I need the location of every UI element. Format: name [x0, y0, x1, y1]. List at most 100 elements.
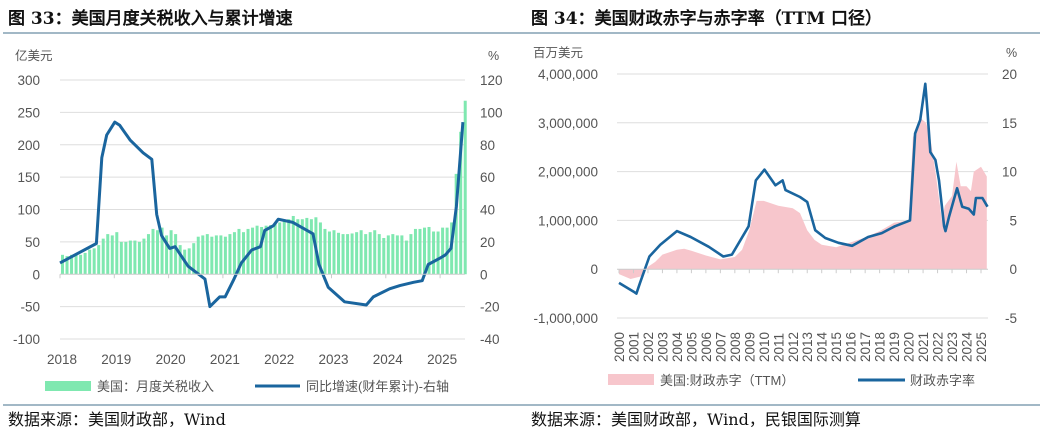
bar — [382, 237, 386, 275]
y-tick-left: -100 — [13, 332, 40, 347]
left-axis-unit: 百万美元 — [533, 46, 583, 60]
bar — [101, 238, 105, 275]
bar — [83, 252, 87, 275]
y-tick-right: -5 — [1005, 311, 1017, 326]
bar — [97, 245, 101, 275]
deficit-area — [619, 117, 987, 280]
x-tick-label: 2024 — [373, 352, 404, 367]
x-tick-label: 2019 — [101, 352, 131, 367]
bar — [79, 254, 83, 275]
bar — [296, 219, 300, 275]
x-tick-label: 2022 — [931, 332, 946, 362]
legend-label-area: 美国:财政赤字（TTM） — [660, 373, 794, 388]
bar — [423, 227, 426, 275]
bar — [187, 248, 191, 275]
x-tick-label: 2011 — [771, 333, 786, 362]
y-tick-left: 3,000,000 — [538, 116, 598, 131]
bar — [269, 225, 273, 275]
bar — [359, 230, 363, 275]
deficit-rate-line — [618, 82, 989, 295]
y-tick-right: 0 — [1009, 262, 1017, 277]
legend-label-line: 财政赤字率 — [910, 373, 975, 388]
x-tick-label: 2019 — [887, 332, 902, 362]
y-tick-right: 0 — [480, 267, 488, 282]
bar — [287, 219, 291, 275]
x-tick-label: 2021 — [210, 352, 240, 367]
bar — [395, 235, 399, 275]
legend: 美国：月度关税收入 同比增速(财年累计)-右轴 — [45, 379, 449, 394]
bar — [309, 219, 313, 275]
x-tick-label: 2020 — [156, 352, 186, 367]
bar — [178, 245, 182, 275]
bar — [192, 243, 196, 275]
bar — [355, 232, 359, 275]
bar — [70, 254, 74, 275]
bar — [160, 227, 164, 275]
bar — [210, 236, 214, 275]
x-tick-label: 2023 — [318, 352, 348, 367]
y-tick-left: 2,000,000 — [538, 165, 598, 180]
bar — [137, 241, 141, 275]
bar — [110, 235, 114, 275]
x-tick-label: 2007 — [713, 332, 728, 362]
bar — [119, 241, 123, 275]
y-tick-right: 5 — [1009, 213, 1017, 228]
bar — [300, 219, 304, 275]
y-tick-right: 60 — [480, 170, 495, 185]
bar — [436, 231, 440, 275]
bar — [146, 234, 150, 275]
bar — [364, 234, 368, 275]
bar — [156, 230, 160, 275]
bar — [441, 227, 445, 275]
x-tick-label: 2025 — [427, 352, 457, 367]
bar — [214, 235, 218, 275]
bar — [337, 232, 341, 275]
y-tick-right: 20 — [1002, 67, 1017, 82]
y-tick-left: 0 — [590, 262, 598, 277]
x-tick-label: 2001 — [626, 332, 641, 362]
chart-34-title: 图 34：美国财政赤字与赤字率（TTM 口径） — [531, 8, 882, 29]
chart-34-source: 数据来源：美国财政部，Wind，民银国际测算 — [531, 410, 861, 429]
chart-34: 图 34：美国财政赤字与赤字率（TTM 口径） 百万美元 % 4,000,000… — [520, 8, 1040, 429]
y-tick-right: -20 — [480, 300, 500, 315]
x-tick-label: 2022 — [264, 352, 294, 367]
x-tick-label: 2000 — [612, 332, 627, 362]
bar — [391, 234, 395, 275]
y-tick-left: 300 — [17, 73, 40, 88]
bar — [291, 215, 295, 275]
bar — [74, 253, 78, 275]
bar — [106, 234, 110, 275]
y-tick-right: 20 — [480, 235, 495, 250]
bar — [368, 232, 372, 275]
bar — [305, 217, 309, 275]
bar — [133, 240, 137, 275]
bar — [151, 228, 155, 275]
y-tick-left: 0 — [32, 267, 40, 282]
x-tick-label: 2015 — [829, 332, 844, 362]
bar — [282, 221, 286, 275]
bar — [223, 236, 227, 275]
y-tick-left: -1,000,000 — [533, 311, 598, 326]
legend-label-bars: 美国：月度关税收入 — [97, 379, 214, 394]
y-tick-left: -50 — [20, 300, 40, 315]
y-tick-left: 100 — [17, 203, 40, 218]
bar — [242, 232, 245, 275]
x-tick-label: 2009 — [742, 332, 757, 362]
bar — [174, 234, 178, 275]
bar — [264, 225, 268, 275]
x-tick-label: 2018 — [873, 332, 888, 362]
bar — [219, 235, 223, 275]
x-tick-label: 2014 — [815, 331, 830, 362]
bar — [377, 234, 381, 275]
bar — [346, 234, 350, 275]
x-tick-label: 2021 — [916, 332, 931, 362]
y-tick-right: 120 — [480, 73, 503, 88]
legend-swatch-area — [608, 374, 654, 385]
bar — [404, 240, 408, 275]
y-tick-right: 10 — [1002, 165, 1017, 180]
bar — [327, 231, 331, 275]
bar — [386, 235, 390, 275]
x-tick-label: 2016 — [844, 332, 859, 362]
x-tick-label: 2008 — [728, 332, 743, 362]
